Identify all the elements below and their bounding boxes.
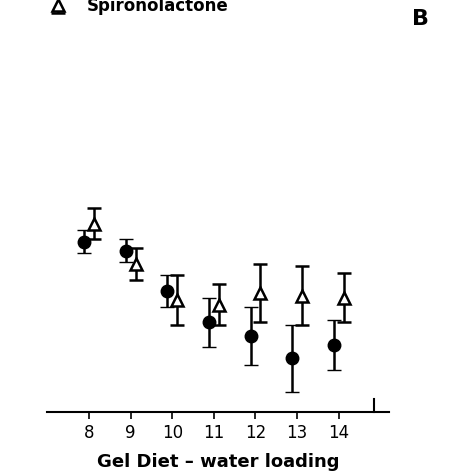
Legend: Control, Spironolactone: Control, Spironolactone [30, 0, 236, 22]
Text: B: B [412, 9, 429, 29]
X-axis label: Gel Diet – water loading: Gel Diet – water loading [97, 453, 339, 471]
